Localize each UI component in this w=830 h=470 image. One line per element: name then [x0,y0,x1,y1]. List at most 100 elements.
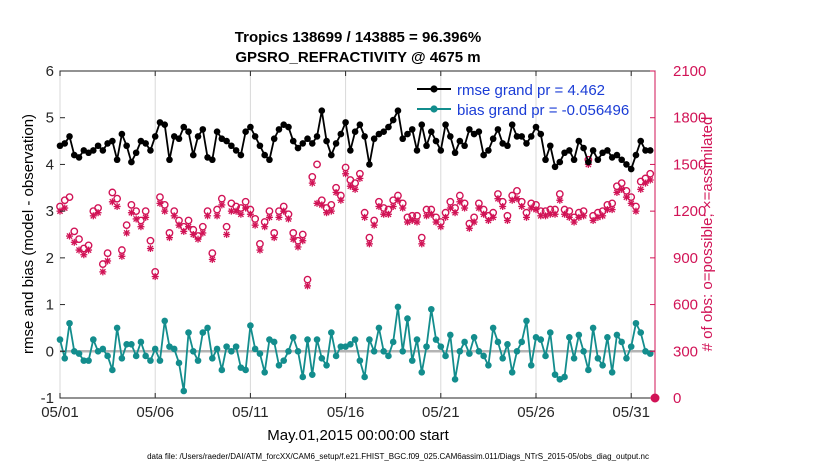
bias-point [247,322,254,329]
bias-point [385,352,392,360]
obs-assimilated-stroke [237,211,244,218]
rmse-point [313,133,321,140]
obs-assimilated-stroke [166,234,173,241]
obs-assimilated-stroke [228,208,235,215]
obs-assimilated-stroke [275,214,283,221]
obs-assimilated-stroke [471,218,478,226]
bias-point [337,343,345,350]
obs-assimilated-marker [599,212,607,220]
rmse-point [413,147,421,154]
obs-possible-marker [70,227,79,236]
rmse-point [132,149,140,157]
obs-assimilated-stroke [147,245,154,252]
rmse-point [589,147,597,154]
bias-point [351,336,359,343]
obs-assimilated-marker [108,198,116,206]
bias-point [304,336,311,343]
bias-point [289,333,297,341]
chart-subtitle: GPSRO_REFRACTIVITY @ 4675 m [235,49,480,66]
y-right-tick-label: 300 [673,343,698,360]
obs-assimilated-stroke [209,256,216,263]
obs-assimilated-marker [513,195,521,203]
obs-assimilated-marker [123,229,131,237]
bias-point [90,336,97,343]
obs-assimilated-stroke [456,198,463,205]
obs-assimilated-stroke [261,223,268,230]
bias-point [356,357,364,364]
obs-assimilated-marker [346,182,354,190]
obs-assimilated-stroke [161,208,168,215]
obs-count-series [56,155,660,403]
bias-point [99,345,107,353]
obs-possible-marker [103,249,112,258]
obs-assimilated-marker [142,213,150,221]
y-right-tick-label: 1500 [673,156,706,173]
obs-assimilated-marker [199,229,207,237]
obs-assimilated-marker [589,216,597,224]
obs-assimilated-stroke [504,217,511,224]
obs-assimilated-marker [646,176,654,184]
bias-point [585,366,592,374]
rmse-point [637,137,645,145]
obs-possible-marker [108,188,117,197]
bias-point [328,329,335,336]
obs-assimilated-stroke [390,203,397,210]
obs-assimilated-marker [446,204,454,212]
obs-assimilated-stroke [366,240,373,247]
bias-point [175,359,183,367]
bias-point [75,350,83,357]
obs-assimilated-stroke [375,203,382,210]
rmse-point [432,137,440,145]
chart-title: Tropics 138699 / 143885 = 96.396% [235,29,481,46]
obs-assimilated-stroke [480,211,487,218]
obs-assimilated-marker [280,207,288,215]
bias-point [113,324,121,332]
obs-assimilated-marker [622,193,630,201]
obs-assimilated-marker [151,273,159,281]
obs-assimilated-stroke [328,208,335,215]
obs-assimilated-stroke [599,212,606,219]
obs-assimilated-marker [484,216,492,224]
x-tick-label: 05/01 [41,404,79,421]
rmse-point [508,121,516,129]
obs-assimilated-marker [265,213,273,221]
obs-assimilated-marker [170,212,178,220]
bias-point [594,354,602,362]
obs-assimilated-stroke [452,209,459,216]
rmse-point [242,128,249,136]
obs-assimilated-marker [480,210,488,218]
obs-assimilated-marker [570,218,578,226]
bias-point [223,343,230,350]
x-axis-label: May.01,2015 00:00:00 start [267,427,449,444]
bias-point [199,329,207,336]
obs-assimilated-stroke [352,186,359,193]
rmse-point [323,137,330,145]
bias-point [137,338,145,346]
rmse-point [308,140,316,147]
obs-assimilated-stroke [137,223,144,230]
bias-point [494,338,502,346]
obs-assimilated-stroke [218,201,225,208]
y-left-tick-label: 2 [46,250,54,267]
rmse-point [299,140,307,147]
bias-point [109,366,116,374]
obs-assimilated-marker [518,202,526,210]
obs-assimilated-marker [399,204,407,212]
x-tick-label: 05/06 [136,404,174,421]
obs-assimilated-stroke [551,211,559,218]
bias-point [285,347,292,355]
obs-assimilated-marker [327,207,335,215]
rmse-point [294,144,302,152]
rmse-point [380,128,387,136]
obs-assimilated-marker [284,215,292,223]
obs-assimilated-marker [494,195,502,203]
bias-point [228,347,235,355]
obs-assimilated-stroke [313,200,321,207]
obs-assimilated-marker [432,218,440,226]
bias-point [432,336,440,343]
obs-assimilated-stroke [356,175,363,182]
obs-assimilated-stroke [632,208,640,215]
obs-assimilated-marker [270,234,278,242]
obs-assimilated-stroke [266,214,273,221]
